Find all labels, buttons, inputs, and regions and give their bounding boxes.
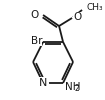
Text: N: N xyxy=(39,78,47,88)
Text: Br: Br xyxy=(31,36,42,46)
Text: CH₃: CH₃ xyxy=(86,4,103,12)
Text: O: O xyxy=(31,10,39,20)
Text: 2: 2 xyxy=(75,84,79,93)
Text: O: O xyxy=(73,12,81,22)
Text: NH: NH xyxy=(65,82,81,92)
